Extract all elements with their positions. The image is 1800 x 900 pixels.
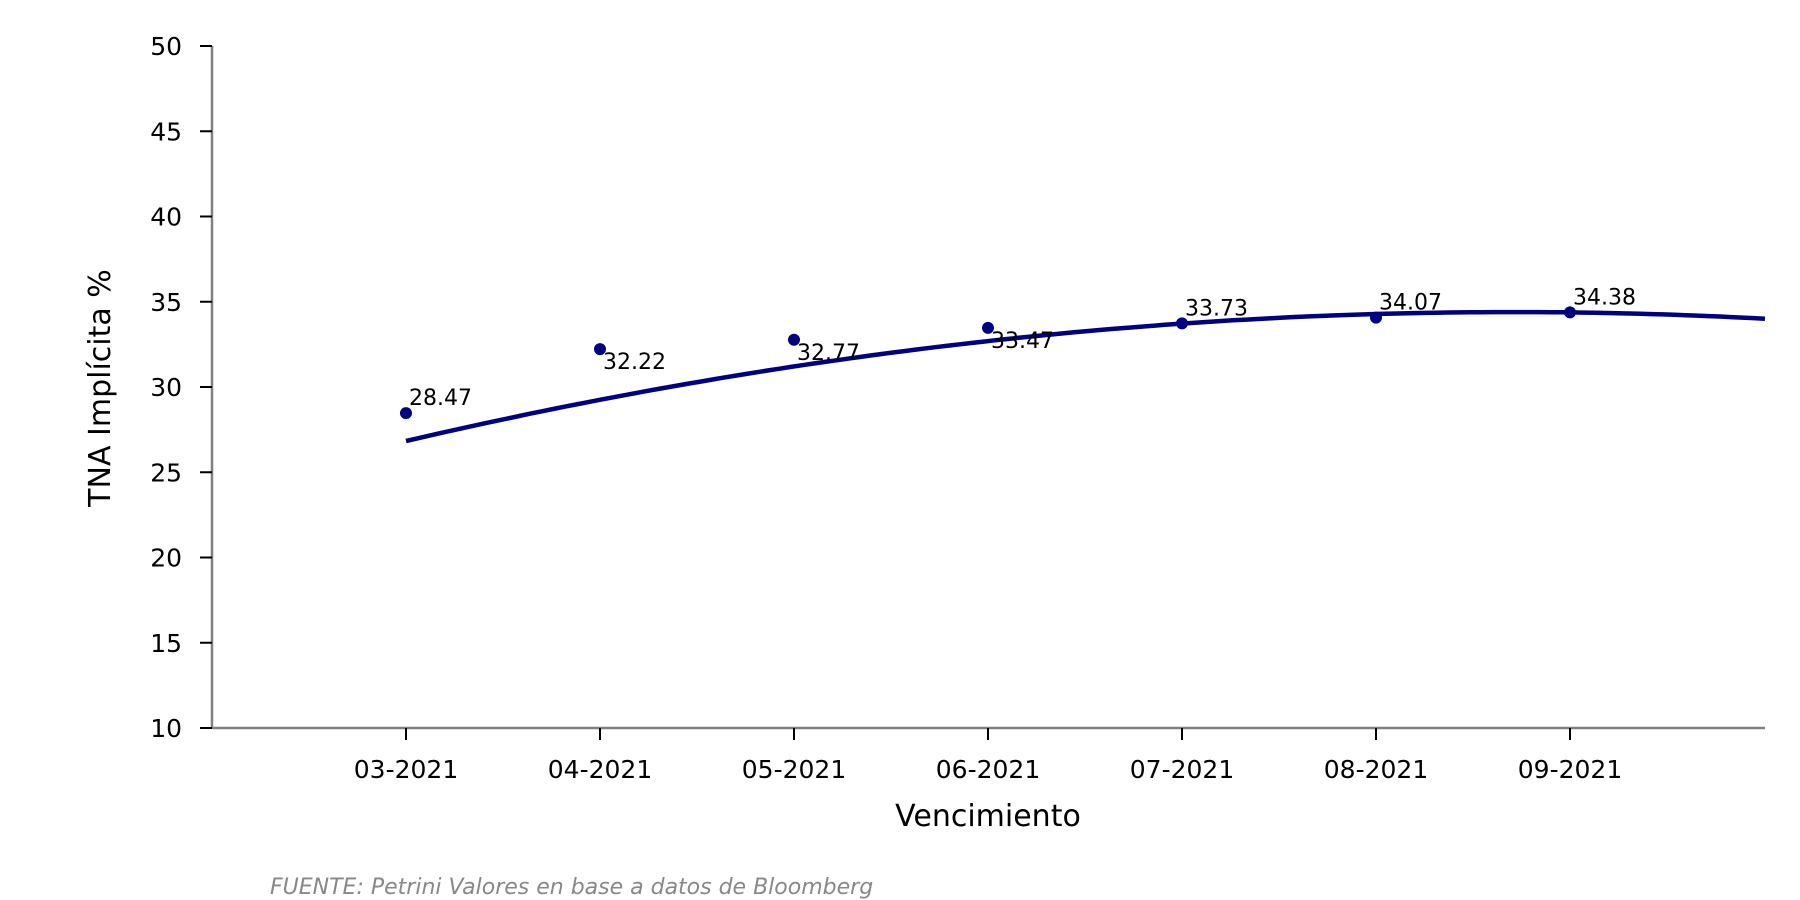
y-tick-label: 35: [150, 288, 182, 317]
x-axis-label: Vencimiento: [895, 799, 1081, 834]
trend-line: [405, 309, 1766, 444]
x-tick-label: 08-2021: [1324, 755, 1428, 784]
y-tick-label: 10: [150, 714, 182, 743]
data-point: [1564, 306, 1576, 319]
data-label: 34.38: [1573, 285, 1636, 310]
y-tick-label: 25: [150, 458, 182, 487]
data-label: 33.47: [991, 329, 1054, 354]
data-point: [1176, 317, 1188, 330]
data-point: [788, 333, 800, 346]
x-tick-label: 05-2021: [742, 755, 846, 784]
data-point: [594, 343, 606, 356]
x-tick-label: 06-2021: [936, 755, 1040, 784]
data-point: [1370, 311, 1382, 324]
data-label: 34.07: [1379, 291, 1442, 316]
y-axis-label: TNA Implícita %: [83, 269, 118, 508]
y-tick-label: 50: [150, 32, 182, 61]
source-note: FUENTE: Petrini Valores en base a datos …: [270, 875, 873, 900]
x-tick-label: 03-2021: [354, 755, 458, 784]
data-point: [400, 407, 412, 420]
y-axis: 10 15 20 25 30 35 40 45 50: [150, 32, 214, 743]
data-label: 28.47: [409, 386, 472, 411]
x-tick-label: 04-2021: [548, 755, 652, 784]
x-tick-label: 07-2021: [1130, 755, 1234, 784]
x-axis: 03-2021 04-2021 05-2021 06-2021 07-2021 08-20…: [212, 726, 1765, 784]
data-label: 33.73: [1185, 296, 1248, 321]
plot-area: 28.47 32.22 32.77 33.47 33.73 34.07 34.38: [400, 285, 1766, 444]
y-tick-label: 30: [150, 373, 182, 402]
data-label: 32.22: [603, 350, 666, 375]
y-tick-label: 15: [150, 629, 182, 658]
y-tick-label: 45: [150, 117, 182, 146]
x-tick-label: 09-2021: [1518, 755, 1622, 784]
data-point: [982, 321, 994, 334]
y-tick-label: 20: [150, 544, 182, 573]
data-label: 32.77: [797, 341, 860, 366]
y-tick-label: 40: [150, 203, 182, 232]
